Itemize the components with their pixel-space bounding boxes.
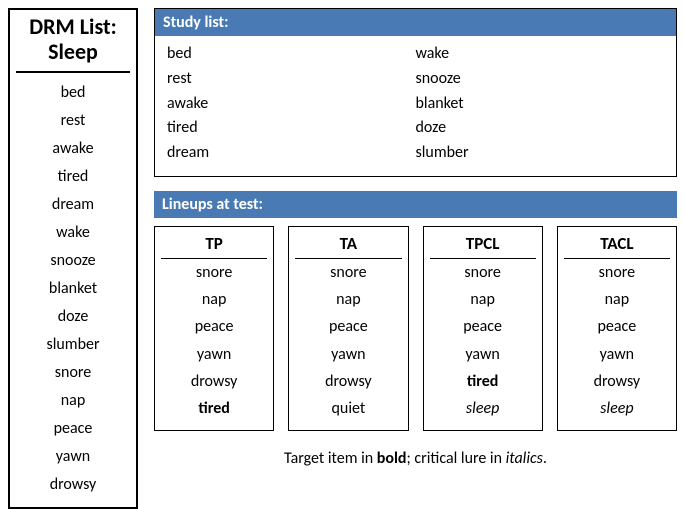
study-item: tired [167,116,416,141]
lineup-title: TP [161,231,267,259]
lineup-item: drowsy [558,368,676,395]
drm-item: blanket [10,275,136,303]
drm-title: DRM List: Sleep [10,14,136,71]
study-col-1: bedrestawaketireddream [167,42,416,166]
lineup-item: peace [155,313,273,340]
study-item: rest [167,67,416,92]
lineup-title: TA [295,231,401,259]
lineup-items: snorenappeaceyawndrowsytired [155,259,273,422]
lineup-item: snore [424,259,542,286]
figure-container: DRM List: Sleep bedrestawaketireddreamwa… [8,8,677,509]
lineup-items: snorenappeaceyawntiredsleep [424,259,542,422]
drm-panel: DRM List: Sleep bedrestawaketireddreamwa… [8,8,138,509]
study-item: dream [167,141,416,166]
study-list-box: Study list: bedrestawaketireddream wakes… [154,8,677,177]
lineup-item: nap [289,286,407,313]
lineup-item: quiet [289,395,407,422]
study-item: doze [416,116,665,141]
lineup-item: peace [289,313,407,340]
lineup-box: TPsnorenappeaceyawndrowsytired [154,226,274,431]
lineup-item: peace [424,313,542,340]
caption-bold: bold [377,449,407,468]
lineup-box: TPCLsnorenappeaceyawntiredsleep [423,226,543,431]
study-col-2: wakesnoozeblanketdozeslumber [416,42,665,166]
drm-divider [16,71,130,73]
drm-item: snore [10,359,136,387]
lineup-item: snore [558,259,676,286]
lineup-items: snorenappeaceyawndrowsysleep [558,259,676,422]
drm-item: drowsy [10,471,136,499]
drm-item: rest [10,107,136,135]
drm-title-line2: Sleep [48,38,98,65]
lineup-item: snore [155,259,273,286]
study-list-header: Study list: [155,9,676,36]
right-column: Study list: bedrestawaketireddream wakes… [154,8,677,509]
caption-italic: italics [506,449,543,468]
lineups-section: Lineups at test: TPsnorenappeaceyawndrow… [154,191,677,431]
study-item: slumber [416,141,665,166]
lineups-header: Lineups at test: [154,191,677,218]
lineup-item: nap [424,286,542,313]
lineup-item: tired [155,395,273,422]
lineup-item: tired [424,368,542,395]
study-item: blanket [416,92,665,117]
drm-item: nap [10,387,136,415]
lineup-box: TACLsnorenappeaceyawndrowsysleep [557,226,677,431]
lineup-box: TAsnorenappeaceyawndrowsyquiet [288,226,408,431]
caption-mid: ; critical lure in [406,449,505,468]
drm-item: yawn [10,443,136,471]
study-item: awake [167,92,416,117]
study-item: bed [167,42,416,67]
study-list-body: bedrestawaketireddream wakesnoozeblanket… [155,36,676,176]
lineup-item: yawn [155,341,273,368]
study-item: snooze [416,67,665,92]
lineup-item: yawn [558,341,676,368]
caption-pre: Target item in [284,449,377,468]
drm-item: slumber [10,331,136,359]
lineup-items: snorenappeaceyawndrowsyquiet [289,259,407,422]
caption-post: . [543,449,547,468]
lineup-item: drowsy [289,368,407,395]
lineup-item: snore [289,259,407,286]
lineup-row: TPsnorenappeaceyawndrowsytiredTAsnorenap… [154,226,677,431]
drm-item: snooze [10,247,136,275]
drm-items: bedrestawaketireddreamwakesnoozeblanketd… [10,79,136,499]
drm-item: peace [10,415,136,443]
drm-item: tired [10,163,136,191]
drm-item: wake [10,219,136,247]
drm-item: dream [10,191,136,219]
lineup-item: nap [558,286,676,313]
lineup-item: peace [558,313,676,340]
lineup-item: drowsy [155,368,273,395]
caption: Target item in bold; critical lure in it… [154,449,677,468]
drm-item: awake [10,135,136,163]
lineup-item: sleep [558,395,676,422]
lineup-title: TACL [564,231,670,259]
lineup-item: yawn [424,341,542,368]
study-item: wake [416,42,665,67]
lineup-item: yawn [289,341,407,368]
drm-item: doze [10,303,136,331]
drm-item: bed [10,79,136,107]
lineup-item: sleep [424,395,542,422]
lineup-title: TPCL [430,231,536,259]
drm-title-line1: DRM List: [29,13,116,40]
lineup-item: nap [155,286,273,313]
